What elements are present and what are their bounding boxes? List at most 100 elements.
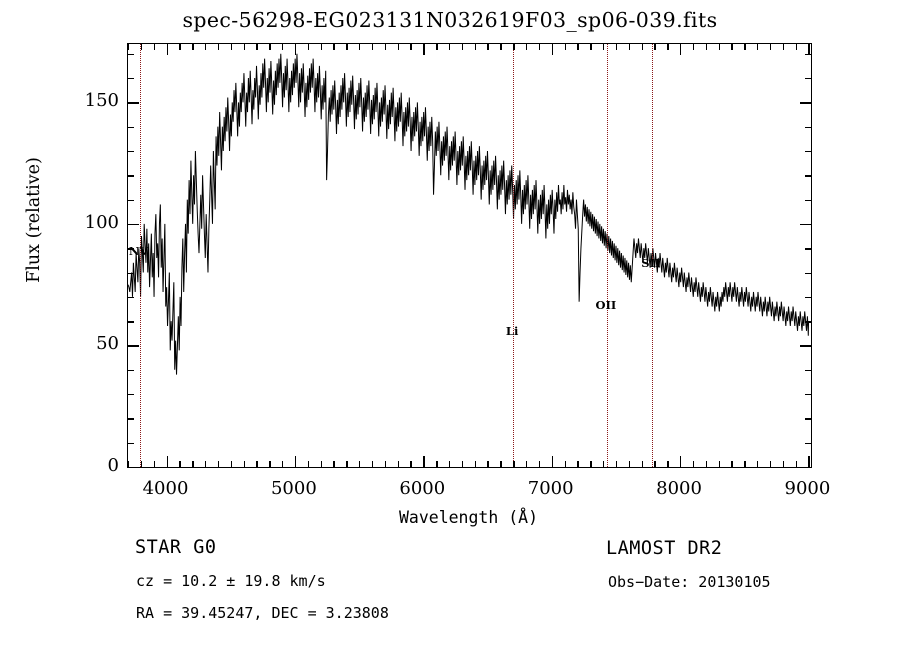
y-minor-tick: [805, 296, 811, 299]
x-minor-tick: [230, 461, 233, 467]
x-minor-tick: [525, 44, 528, 50]
x-minor-tick: [590, 461, 592, 467]
x-minor-tick: [128, 461, 130, 467]
x-minor-tick: [436, 44, 438, 50]
x-tick-label: 4000: [142, 478, 189, 499]
x-major-tick: [294, 44, 297, 55]
x-minor-tick: [384, 44, 387, 50]
x-minor-tick: [705, 461, 708, 467]
x-minor-tick: [487, 461, 489, 467]
y-major-tick: [128, 467, 139, 469]
plot-frame: [127, 43, 812, 469]
x-minor-tick: [397, 44, 399, 50]
x-minor-tick: [487, 44, 489, 50]
x-minor-tick: [243, 44, 245, 50]
y-major-tick: [800, 102, 811, 104]
y-minor-tick: [128, 442, 134, 445]
x-minor-tick: [346, 461, 348, 467]
x-minor-tick: [192, 44, 194, 50]
y-major-tick: [128, 102, 139, 104]
x-major-tick: [423, 456, 425, 467]
x-minor-tick: [795, 461, 797, 467]
x-minor-tick: [192, 461, 194, 467]
coordinates-text: RA = 39.45247, DEC = 3.23808: [136, 604, 389, 622]
y-minor-tick: [128, 126, 134, 129]
x-minor-tick: [410, 461, 412, 467]
x-minor-tick: [615, 44, 618, 50]
observation-date-text: Obs−Date: 20130105: [608, 573, 771, 591]
y-major-tick: [128, 345, 139, 347]
x-minor-tick: [782, 461, 785, 467]
x-minor-tick: [397, 461, 399, 467]
x-minor-tick: [500, 461, 502, 467]
y-minor-tick: [128, 78, 134, 80]
y-minor-tick: [128, 296, 134, 299]
x-minor-tick: [769, 44, 772, 50]
x-minor-tick: [256, 44, 258, 50]
x-minor-tick: [256, 461, 258, 467]
y-minor-tick: [805, 248, 811, 250]
y-minor-tick: [128, 199, 134, 201]
x-major-tick: [423, 44, 425, 55]
x-major-tick: [680, 44, 682, 55]
x-minor-tick: [474, 44, 477, 50]
spectrum-trace: [128, 44, 811, 467]
page-title: spec-56298-EG023131N032619F03_sp06-039.f…: [182, 8, 718, 32]
y-minor-tick: [805, 321, 811, 323]
x-minor-tick: [153, 461, 156, 467]
x-minor-tick: [757, 461, 759, 467]
x-minor-tick: [153, 44, 156, 50]
spectral-line-marker: [606, 44, 608, 467]
x-minor-tick: [384, 461, 387, 467]
x-minor-tick: [744, 461, 746, 467]
x-minor-tick: [692, 461, 695, 467]
x-minor-tick: [359, 44, 361, 50]
y-minor-tick: [128, 175, 134, 177]
x-minor-tick: [654, 44, 656, 50]
x-minor-tick: [448, 461, 451, 467]
x-minor-tick: [128, 44, 130, 50]
x-minor-tick: [371, 44, 374, 50]
y-minor-tick: [128, 272, 134, 274]
x-minor-tick: [500, 44, 502, 50]
x-minor-tick: [769, 461, 772, 467]
y-minor-tick: [128, 53, 134, 56]
x-minor-tick: [513, 461, 515, 467]
x-minor-tick: [628, 44, 631, 50]
x-minor-tick: [140, 461, 143, 467]
x-minor-tick: [410, 44, 412, 50]
x-tick-label: 7000: [527, 478, 574, 499]
x-major-tick: [808, 44, 810, 55]
x-minor-tick: [603, 44, 605, 50]
x-axis-label: Wavelength (Å): [398, 508, 539, 527]
y-minor-tick: [805, 394, 811, 396]
x-minor-tick: [731, 44, 733, 50]
x-minor-tick: [205, 44, 207, 50]
x-minor-tick: [577, 461, 579, 467]
x-minor-tick: [269, 44, 271, 50]
x-minor-tick: [333, 44, 335, 50]
x-minor-tick: [140, 44, 143, 50]
x-minor-tick: [448, 44, 451, 50]
y-tick-label: 50: [96, 333, 119, 355]
y-minor-tick: [128, 394, 134, 396]
x-minor-tick: [744, 44, 746, 50]
x-major-tick: [551, 44, 554, 55]
x-minor-tick: [564, 44, 566, 50]
x-major-tick: [166, 44, 168, 55]
x-minor-tick: [179, 44, 181, 50]
x-minor-tick: [590, 44, 592, 50]
x-minor-tick: [320, 44, 322, 50]
x-minor-tick: [436, 461, 438, 467]
y-minor-tick: [128, 369, 134, 372]
x-minor-tick: [641, 461, 643, 467]
x-major-tick: [551, 456, 554, 467]
x-minor-tick: [667, 461, 669, 467]
x-minor-tick: [243, 461, 245, 467]
x-minor-tick: [282, 461, 284, 467]
y-minor-tick: [805, 150, 811, 153]
x-minor-tick: [641, 44, 643, 50]
spectral-line-label: SII: [641, 256, 661, 271]
x-minor-tick: [307, 461, 310, 467]
